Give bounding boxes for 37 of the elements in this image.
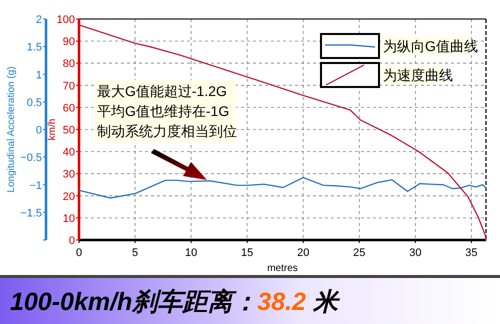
y2-axis-title: Longitudinal Acceleration (g) xyxy=(6,66,17,193)
y-axis-title: km/h xyxy=(47,118,58,140)
x-tick-label: 35 xyxy=(465,247,478,259)
annotation: 制动系统力度相当到位 xyxy=(97,123,237,139)
y-tick-label: 10 xyxy=(62,212,75,225)
y-tick-label: 0 xyxy=(68,235,75,247)
y-tick-label: 50 xyxy=(62,124,75,136)
y2-tick-label: −1.5 xyxy=(20,207,42,220)
x-tick-label: 30 xyxy=(409,247,422,259)
legend-label: 为速度曲线 xyxy=(383,67,453,83)
x-tick-label: 5 xyxy=(132,247,138,259)
y2-tick-label: −0.5 xyxy=(20,152,42,164)
y-tick-label: 60 xyxy=(62,102,75,114)
annotation: 最大G值能超过-1.2G 平均G值也维持在-1G 制动系统力度相当到位 xyxy=(94,80,237,142)
y2-tick-label: 1 xyxy=(36,69,42,82)
annotation: 平均G值也维持在-1G xyxy=(97,103,230,119)
text: 100-0km/h刹车距离：38.2 米 xyxy=(10,288,341,316)
y2-tick-label: 0 xyxy=(36,124,42,136)
y2-tick-label: 1.5 xyxy=(26,42,42,54)
y2-tick-label: 0.5 xyxy=(26,96,42,109)
y-tick-label: 70 xyxy=(62,80,75,92)
y-tick-label: 40 xyxy=(62,146,75,159)
legend-label: 为纵向G值曲线 xyxy=(383,38,478,54)
y2-tick-label: −1 xyxy=(29,180,42,192)
y-tick-label: 90 xyxy=(62,36,75,48)
y-tick-label: 30 xyxy=(62,168,75,181)
y2-tick-label: 2 xyxy=(36,14,42,26)
x-tick-label: 10 xyxy=(184,247,198,259)
y-tick-label: 100 xyxy=(56,14,75,26)
x-tick-label: 0 xyxy=(76,247,82,259)
x-tick-label: 20 xyxy=(297,247,310,259)
y-tick-label: 80 xyxy=(62,58,75,70)
x-tick-label: 15 xyxy=(241,247,254,259)
x-axis-title: metres xyxy=(267,263,298,274)
annotation: 最大G值能超过-1.2G xyxy=(97,83,227,99)
x-tick-label: 25 xyxy=(353,247,366,259)
y-tick-label: 20 xyxy=(62,190,75,203)
